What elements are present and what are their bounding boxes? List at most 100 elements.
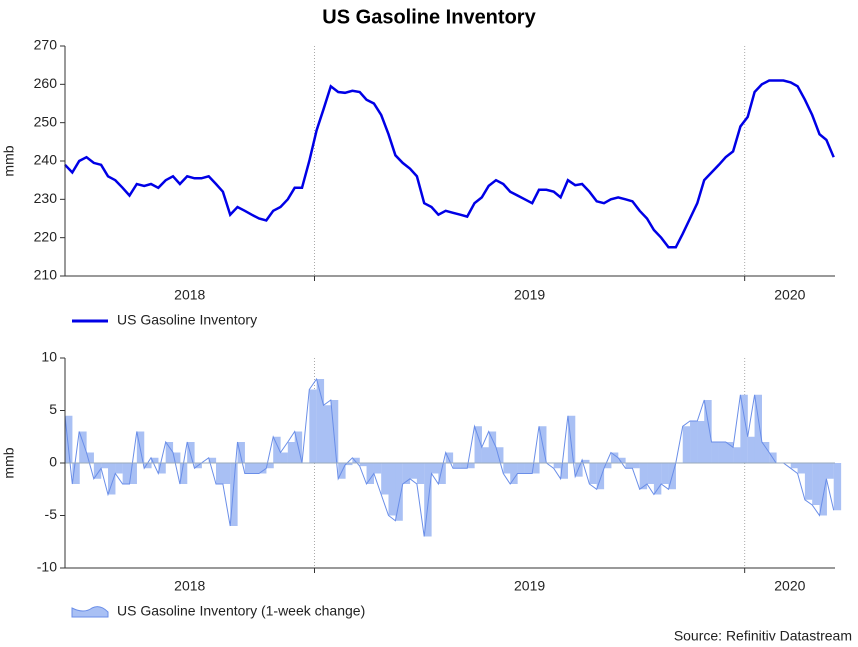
y-tick-label: 230 [34,190,58,206]
area-bar [208,457,217,463]
y-tick-label: 5 [49,401,57,417]
area-bar [718,442,727,463]
area-bar [129,463,137,484]
data-line [64,79,835,249]
area-bar [72,463,80,484]
area-bar [222,463,231,484]
area-bar [215,463,224,484]
area-bar [230,463,238,526]
y-axis-label: mmb [1,447,17,478]
area-bar [632,463,640,469]
y-tick-label: 0 [49,454,57,470]
source-note: Source: Refinitiv Datastream [674,628,852,644]
area-bar [122,463,131,484]
area-bar [273,436,281,463]
area-bar [65,415,73,463]
y-tick-label: -10 [37,559,57,575]
area-bar [711,442,719,463]
x-tick-label: 2020 [774,287,805,303]
area-bar [488,431,497,463]
area-bar [366,463,374,484]
area-bar [388,463,396,516]
area-bar [804,463,813,500]
area-bar [510,463,518,484]
area-bar [812,463,820,505]
area-bar [323,405,331,463]
legend-label: US Gasoline Inventory (1-week change) [117,603,365,619]
area-bar [431,463,439,474]
x-tick-label: 2018 [174,578,205,594]
area-bar [287,442,296,463]
area-bar [819,463,827,516]
area-bar [136,431,145,463]
area-bar [474,426,482,463]
area-bar [697,421,705,463]
area-bar [179,463,188,484]
area-bar [647,463,655,484]
area-bar [144,463,152,469]
area-bar [575,463,583,477]
area-bar [747,436,756,463]
y-tick-label: 220 [34,228,58,244]
area-bar [453,463,461,469]
area-bar [754,394,762,463]
area-bar [596,463,605,490]
area-bar [467,463,475,469]
area-bar [653,463,662,495]
area-bar [259,463,267,474]
area-bar [733,447,741,463]
chart-title: US Gasoline Inventory [322,6,536,28]
area-bar [496,447,504,463]
x-tick-label: 2018 [174,287,205,303]
area-bar [151,457,159,463]
y-tick-label: -5 [45,506,58,522]
y-tick-label: 10 [41,349,57,365]
legend-swatch [71,606,109,618]
area-line [64,377,835,537]
x-tick-label: 2019 [514,578,545,594]
area-bar [266,463,274,469]
area-bar [740,394,748,463]
area-bar [316,379,325,463]
area-bar [237,442,245,463]
area-bar [381,463,389,495]
area-bar [833,463,842,511]
area-bar [460,463,468,469]
area-bar [244,463,253,474]
area-bar [826,463,834,479]
area-bar [704,400,712,463]
area-bar [618,457,626,463]
area-bar [345,463,353,466]
area-bar [567,415,576,463]
area-bar [639,463,648,490]
area-bar [251,463,260,474]
area-bar [532,463,540,474]
area-bar [604,463,612,469]
y-tick-label: 210 [34,267,58,283]
y-tick-label: 250 [34,113,58,129]
area-bar [797,463,806,474]
area-bar [409,463,418,479]
area-bar [610,452,619,463]
area-bar [108,463,116,495]
area-bar [395,463,403,521]
area-bar [690,421,698,463]
area-bar [438,463,446,484]
area-bar [309,389,317,463]
area-bar [402,463,411,484]
area-bar [165,442,174,463]
area-bar [560,463,568,479]
x-tick-label: 2019 [514,287,545,303]
x-tick-label: 2020 [774,578,805,594]
legend-label: US Gasoline Inventory [117,312,257,328]
area-bar [790,463,799,469]
area-bar [115,463,123,474]
y-tick-label: 260 [34,75,58,91]
area-bar [517,463,525,474]
area-bar [158,463,166,474]
area-bar [93,463,102,479]
area-bar [589,463,597,484]
y-tick-label: 240 [34,152,58,168]
